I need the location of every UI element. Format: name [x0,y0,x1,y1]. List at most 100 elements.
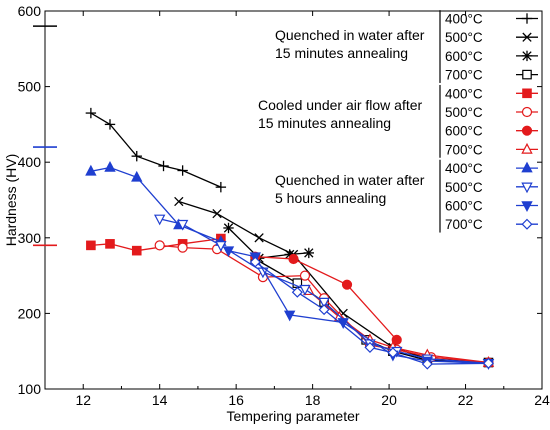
data-point [299,284,311,296]
data-point [85,164,97,176]
x-tick-label: 24 [534,392,550,408]
x-tick-label: 16 [228,392,244,408]
data-point [223,222,234,234]
data-point [153,214,166,226]
data-point [86,240,96,251]
data-point [131,245,142,256]
legend-entry-9: 500°C [445,180,538,195]
data-point [387,347,399,359]
series-9 [153,214,495,370]
legend-group-text: Quenched in water after [275,27,425,43]
legend-group-text: 15 minutes annealing [258,115,391,131]
series-line [178,200,489,364]
data-point [104,119,116,130]
data-point [215,181,227,193]
legend-entry-3: 700°C [445,68,538,83]
legend-marker [521,50,533,62]
data-point [174,196,184,207]
legend: 400°C 500°C 600°C 700°C 400°C 500°C 600°C 700°C… [258,10,538,233]
x-tick-label: 12 [75,392,91,408]
legend-entry-4: 400°C [445,86,538,101]
series-8 [85,161,227,246]
series-11 [249,256,495,370]
legend-entry-0: 400°C [445,12,538,27]
legend-group-label-0: Quenched in water after 15 minutes anneal… [275,27,425,61]
legend-entry-8: 400°C [445,161,538,176]
y-tick-label: 600 [18,3,42,19]
data-point [421,358,433,370]
data-point [158,160,169,172]
legend-marker [522,69,532,80]
legend-group-label-2: Quenched in water after 5 hours annealing [275,172,425,206]
plot-frame [44,10,543,390]
y-tick-label: 300 [18,230,42,246]
y-axis-title: Hardness (HV) [3,154,19,247]
legend-group-label-1: Cooled under air flow after 15 minutes an… [258,97,423,131]
legend-marker [521,218,533,230]
data-point [176,219,189,231]
data-point [482,357,495,369]
legend-entry-6: 600°C [445,124,538,139]
marker-stroke [254,233,264,243]
data-point [104,161,116,172]
x-tick-label: 18 [305,392,321,408]
series-line [159,244,489,364]
legend-marker [521,182,533,194]
series-line [159,218,489,364]
y-tick-label: 200 [18,305,42,321]
legend-marker [521,125,533,136]
legend-label: 500°C [445,105,483,120]
series-line [255,256,398,341]
y-tick-label: 400 [18,154,42,170]
legend-group-text: Quenched in water after [275,172,425,188]
series-line [308,290,489,364]
x-tick-label: 14 [152,392,168,408]
legend-entry-5: 500°C [445,105,538,120]
legend-marker [522,88,532,99]
legend-entry-1: 500°C [445,30,538,45]
y-tick-label: 100 [18,381,42,397]
data-point [249,256,261,268]
marker-stroke [174,196,184,207]
marker-stroke [522,32,532,42]
data-point [299,270,311,281]
legend-group-text: Cooled under air flow after [258,97,423,113]
series-layer [85,107,495,370]
legend-label: 600°C [445,49,483,64]
legend-marker [521,13,533,24]
data-point [215,241,227,252]
legend-entry-7: 700°C [445,142,538,157]
x-tick-label: 22 [458,392,474,408]
legend-entry-10: 600°C [445,199,538,214]
data-point [105,239,115,249]
legend-marker [521,142,533,154]
legend-label: 400°C [445,161,483,176]
data-point [154,240,165,251]
data-point [85,107,97,119]
legend-group-text: 15 minutes annealing [275,45,408,61]
series-0 [85,107,227,193]
y-axis-ticks: 100 200 300 400 500 600 [18,3,542,397]
legend-label: 700°C [445,142,483,157]
data-point [212,208,222,219]
data-point [177,242,188,253]
legend-entry-11: 700°C [445,217,538,232]
legend-label: 400°C [445,12,483,27]
legend-label: 600°C [445,124,483,139]
legend-label: 500°C [445,180,483,195]
reference-marks [33,25,57,247]
data-point [318,304,330,316]
series-line [228,227,309,259]
legend-label: 700°C [445,68,483,83]
data-point [222,246,235,258]
data-point [131,170,143,182]
data-point [254,233,264,243]
legend-marker [521,161,533,173]
legend-label: 500°C [445,30,483,45]
legend-entry-2: 600°C [445,49,538,64]
data-point [177,165,188,176]
data-point [364,341,376,353]
x-axis-ticks: 12 14 16 18 20 22 24 [44,11,550,408]
legend-label: 600°C [445,199,483,214]
